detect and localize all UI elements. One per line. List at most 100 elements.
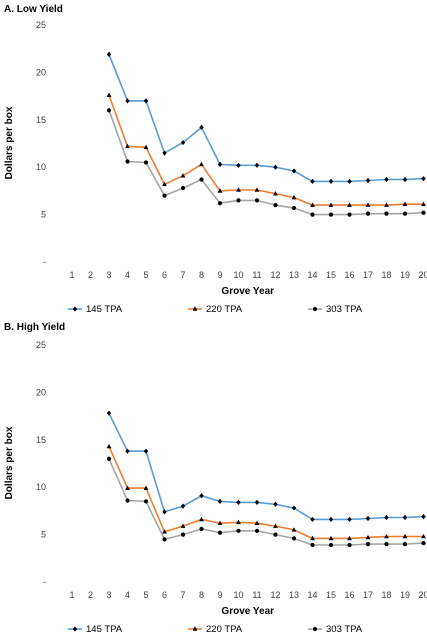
y-tick-label: 25 [36,20,46,30]
x-tick-label: 7 [180,590,185,600]
data-point [236,528,241,533]
data-point [384,533,389,539]
data-point [402,533,408,539]
data-point [421,541,426,546]
data-point [328,542,334,548]
data-point [199,526,204,532]
data-point [273,523,278,528]
data-point [106,443,112,449]
data-point [125,485,130,490]
data-point [236,198,241,203]
x-tick-label: 10 [233,590,243,600]
series-line-303-tpa [108,110,424,216]
series-line-220-tpa [108,446,424,540]
panel-title: A. Low Yield [4,4,63,15]
y-axis-title: Dollars per box [4,426,15,499]
legend-label: 220 TPA [206,304,243,315]
data-point [291,536,297,541]
legend-marker [312,626,318,632]
data-point [384,514,389,521]
data-point [162,529,167,534]
data-point [162,193,167,198]
x-tick-label: 4 [125,270,130,280]
x-tick-label: 11 [252,590,261,600]
legend-label: 220 TPA [206,624,243,635]
data-point [328,212,334,217]
y-tick-label: 25 [36,340,46,350]
data-point [254,520,260,526]
data-point [199,177,204,182]
x-tick-label: 5 [143,590,148,600]
x-tick-label: 9 [217,590,222,600]
x-tick-label: 14 [307,270,317,280]
x-axis-title: Grove Year [221,606,274,617]
x-tick-label: 8 [199,270,204,280]
data-point [180,139,186,146]
x-tick-label: 7 [180,270,185,280]
data-point [125,448,130,454]
data-point [217,201,223,206]
x-axis-title: Grove Year [221,286,274,297]
data-point [236,187,241,192]
data-point [217,188,223,193]
data-point [291,194,297,200]
data-point [106,410,112,416]
x-tick-label: 12 [270,270,280,280]
data-point [402,201,408,206]
data-point [421,533,426,539]
x-tick-label: 19 [400,270,410,280]
x-tick-label: 3 [106,270,111,280]
x-tick-label: 18 [381,270,391,280]
data-point [310,535,315,541]
data-point [143,448,149,454]
data-point [365,211,371,216]
x-tick-label: 2 [88,270,93,280]
data-point [328,516,334,523]
y-tick-label: 10 [36,482,46,492]
data-point [402,514,408,521]
data-point [217,498,223,505]
legend-marker [312,306,318,312]
data-point [143,144,149,150]
data-point [199,124,204,130]
data-point [106,456,112,461]
data-point [199,161,204,167]
data-point [402,541,408,547]
x-tick-label: 5 [143,270,148,280]
data-point [162,509,167,515]
x-tick-label: 1 [69,590,74,600]
series-line-303-tpa [108,458,424,546]
data-point [125,143,130,149]
legend-label: 303 TPA [326,304,363,315]
x-tick-label: 15 [326,590,336,600]
x-tick-label: 11 [252,270,261,280]
data-point [328,535,334,541]
data-point [143,160,149,165]
x-tick-label: 17 [363,270,373,280]
data-point [125,159,130,164]
y-tick-label: 20 [36,387,46,397]
x-tick-label: 16 [344,270,354,280]
data-point [310,202,315,207]
data-point [365,177,371,184]
x-tick-label: 2 [88,590,93,600]
data-point [384,211,389,216]
data-point [365,202,371,207]
x-tick-label: 19 [400,590,410,600]
data-point [180,532,186,537]
data-point [384,541,389,547]
data-point [328,202,334,207]
data-point [291,168,297,174]
x-tick-label: 18 [381,590,391,600]
data-point [347,516,352,523]
x-tick-label: 6 [162,590,167,600]
data-point [347,535,352,541]
x-tick-label: 3 [106,590,111,600]
x-tick-label: 20 [418,270,427,280]
data-point [365,534,371,540]
data-point [106,108,112,113]
data-point [402,176,408,183]
data-point [180,173,186,178]
series-line-145-tpa [108,412,424,521]
data-point [328,178,334,185]
